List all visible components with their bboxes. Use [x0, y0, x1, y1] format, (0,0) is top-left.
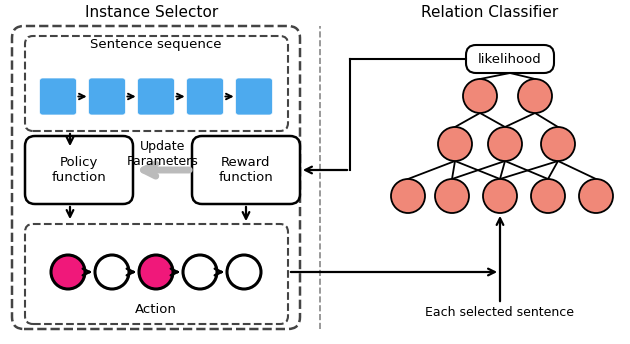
- Text: Instance Selector: Instance Selector: [86, 4, 219, 20]
- Circle shape: [435, 179, 469, 213]
- Circle shape: [139, 255, 173, 289]
- FancyBboxPatch shape: [25, 136, 133, 204]
- Text: Update
Parameters: Update Parameters: [127, 140, 198, 168]
- FancyBboxPatch shape: [137, 78, 175, 115]
- Circle shape: [488, 127, 522, 161]
- Text: Relation Classifier: Relation Classifier: [421, 4, 559, 20]
- Circle shape: [95, 255, 129, 289]
- FancyBboxPatch shape: [40, 78, 76, 115]
- FancyBboxPatch shape: [192, 136, 300, 204]
- Circle shape: [227, 255, 261, 289]
- Circle shape: [438, 127, 472, 161]
- Text: Action: Action: [135, 303, 177, 316]
- Text: likelihood: likelihood: [478, 53, 542, 65]
- Circle shape: [579, 179, 613, 213]
- Circle shape: [531, 179, 565, 213]
- Circle shape: [518, 79, 552, 113]
- Text: Policy
function: Policy function: [52, 156, 106, 184]
- FancyBboxPatch shape: [88, 78, 125, 115]
- FancyBboxPatch shape: [466, 45, 554, 73]
- Circle shape: [541, 127, 575, 161]
- Text: Each selected sentence: Each selected sentence: [425, 305, 575, 319]
- Text: Sentence sequence: Sentence sequence: [90, 37, 222, 51]
- FancyBboxPatch shape: [186, 78, 224, 115]
- Text: Reward
function: Reward function: [219, 156, 273, 184]
- Circle shape: [463, 79, 497, 113]
- Circle shape: [51, 255, 85, 289]
- Circle shape: [391, 179, 425, 213]
- Circle shape: [483, 179, 517, 213]
- FancyBboxPatch shape: [236, 78, 273, 115]
- Circle shape: [183, 255, 217, 289]
